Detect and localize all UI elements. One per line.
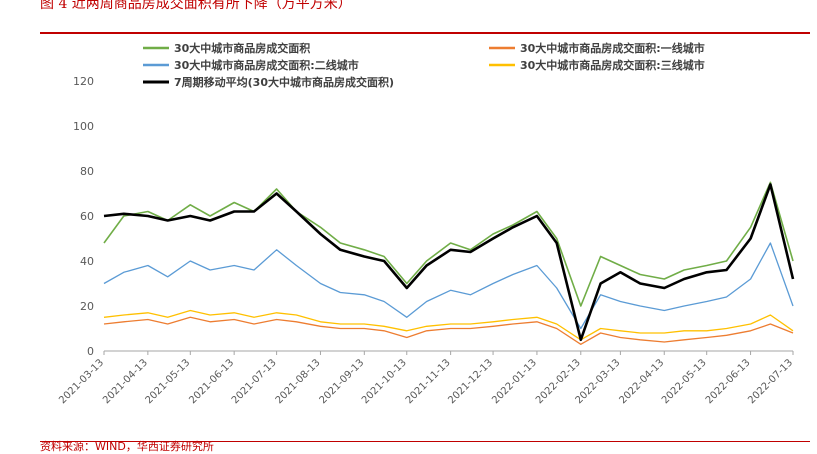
x-tick-label: 2022-07-13 [746, 357, 795, 406]
series-line [103, 183, 795, 342]
series-line [103, 181, 794, 307]
figure-title: 图 4 近两周商品房成交面积有所下降（万平方米） [40, 0, 352, 12]
x-tick-label: 2021-08-13 [274, 357, 323, 406]
x-tick-label: 2021-10-13 [360, 357, 409, 406]
legend-label: 30大中城市商品房成交面积:三线城市 [520, 58, 705, 72]
x-tick-label: 2021-12-13 [446, 357, 495, 406]
y-tick-label: 60 [80, 210, 94, 223]
source-note: 资料来源：WIND，华西证券研究所 [40, 440, 214, 453]
series-line [103, 316, 794, 345]
legend-label: 30大中城市商品房成交面积 [174, 41, 310, 55]
footer-divider [40, 441, 810, 442]
x-tick-label: 2021-07-13 [230, 357, 279, 406]
y-tick-label: 40 [80, 255, 94, 268]
x-tick-label: 2022-05-13 [660, 357, 709, 406]
y-tick-label: 20 [80, 300, 94, 313]
y-tick-label: 80 [80, 165, 94, 178]
x-axis: 2021-03-132021-04-132021-05-132021-06-13… [57, 350, 795, 406]
y-axis: 0 20 40 60 80 100 120 [73, 75, 94, 358]
legend: 30大中城市商品房成交面积 30大中城市商品房成交面积:一线城市 30大中城市商品房… [143, 41, 705, 89]
legend-label: 30大中城市商品房成交面积:二线城市 [174, 58, 359, 72]
series-line [103, 309, 794, 341]
x-tick-label: 2021-03-13 [57, 357, 106, 406]
y-tick-label: 100 [73, 120, 94, 133]
series-layer [103, 181, 795, 345]
series-line [103, 242, 794, 330]
legend-label: 30大中城市商品房成交面积:一线城市 [520, 41, 705, 55]
legend-label: 7周期移动平均(30大中城市商品房成交面积) [174, 75, 394, 89]
header-divider [40, 32, 810, 34]
x-tick-label: 2022-01-13 [490, 357, 539, 406]
y-tick-label: 0 [87, 345, 94, 358]
x-tick-label: 2021-05-13 [144, 357, 193, 406]
y-tick-label: 120 [73, 75, 94, 88]
